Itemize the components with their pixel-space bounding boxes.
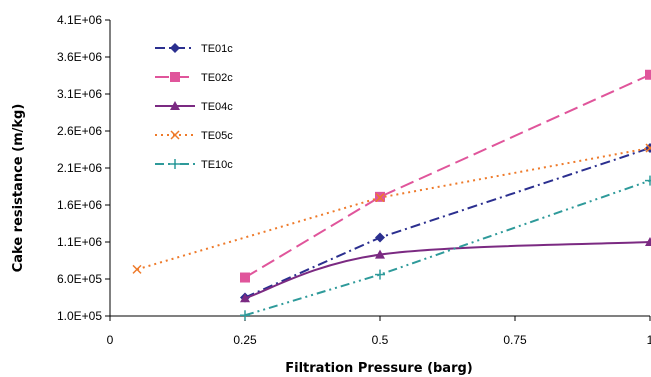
data-point-te05c-stroke	[645, 145, 651, 153]
legend-marker-te10c	[170, 159, 180, 169]
y-tick-label: 1.6E+06	[57, 198, 102, 212]
data-point-te05c	[375, 193, 385, 203]
legend-item-te01c: TE01c	[155, 43, 233, 55]
x-ticks: 0 0.25 0.5 0.75 1	[107, 316, 651, 347]
data-point-te10c	[645, 175, 651, 186]
data-point-te04c	[240, 293, 250, 303]
data-point-te05c-stroke	[375, 193, 385, 203]
y-tick-label: 1.1E+06	[57, 235, 102, 249]
data-point-te01c	[375, 232, 385, 243]
data-point-te05c	[132, 264, 142, 274]
data-point-te10c	[240, 310, 250, 321]
series-line-te04c	[244, 241, 651, 300]
legend-label-te10c: TE10c	[201, 159, 233, 171]
x-tick-label: 1	[647, 333, 651, 347]
series-layer	[132, 69, 651, 321]
legend-item-te02c: TE02c	[155, 72, 233, 84]
x-axis-title: Filtration Pressure (barg)	[285, 361, 473, 376]
series-te05c	[132, 143, 651, 274]
y-tick-label: 2.6E+06	[57, 124, 102, 138]
series-te04c	[240, 237, 651, 303]
y-tick-label: 1.0E+05	[57, 309, 102, 323]
data-point-te02c	[645, 69, 651, 80]
y-axis-title: Cake resistance (m/kg)	[11, 104, 26, 273]
y-tick-label: 3.6E+06	[57, 50, 102, 64]
data-point-te04c	[645, 237, 651, 246]
x-tick-label: 0.25	[233, 333, 257, 347]
x-tick-label: 0.5	[372, 333, 389, 347]
x-tick-label: 0	[107, 333, 114, 347]
legend-marker-te02c	[170, 72, 180, 82]
legend-marker-te04c	[170, 101, 180, 110]
x-tick-label: 0.75	[503, 333, 527, 347]
series-te10c	[240, 175, 651, 321]
data-point-te04c	[375, 249, 385, 259]
data-point-te05c-stroke	[132, 264, 142, 274]
y-tick-label: 2.1E+06	[57, 161, 102, 175]
series-line-te02c	[244, 73, 651, 279]
data-point-te01c	[645, 143, 651, 154]
legend-marker-te01c	[170, 43, 180, 53]
legend: TE01c TE02c TE04c TE05c TE10c	[155, 43, 233, 171]
data-point-te05c	[645, 143, 651, 153]
legend-marker-te05c-stroke	[170, 130, 180, 140]
series-line-te10c	[244, 179, 651, 317]
legend-label-te04c: TE04c	[201, 101, 233, 113]
y-ticks: 1.0E+05 6.0E+05 1.1E+06 1.6E+06 2.1E+06 2.6E+…	[57, 13, 110, 323]
legend-item-te10c: TE10c	[155, 159, 233, 171]
legend-label-te02c: TE02c	[201, 72, 233, 84]
plot-area: 1.0E+05 6.0E+05 1.1E+06 1.6E+06 2.1E+06 2.6E+…	[57, 13, 651, 347]
y-tick-label: 3.1E+06	[57, 87, 102, 101]
legend-label-te05c: TE05c	[201, 130, 233, 142]
data-point-te02c	[240, 272, 250, 283]
legend-item-te05c: TE05c	[155, 130, 233, 142]
series-te01c	[240, 143, 651, 303]
legend-marker-te05c	[170, 130, 180, 140]
data-point-te10c	[375, 269, 385, 280]
y-tick-label: 6.0E+05	[57, 272, 102, 286]
legend-item-te04c: TE04c	[155, 101, 233, 113]
legend-label-te01c: TE01c	[201, 43, 233, 55]
y-tick-label: 4.1E+06	[57, 13, 102, 27]
